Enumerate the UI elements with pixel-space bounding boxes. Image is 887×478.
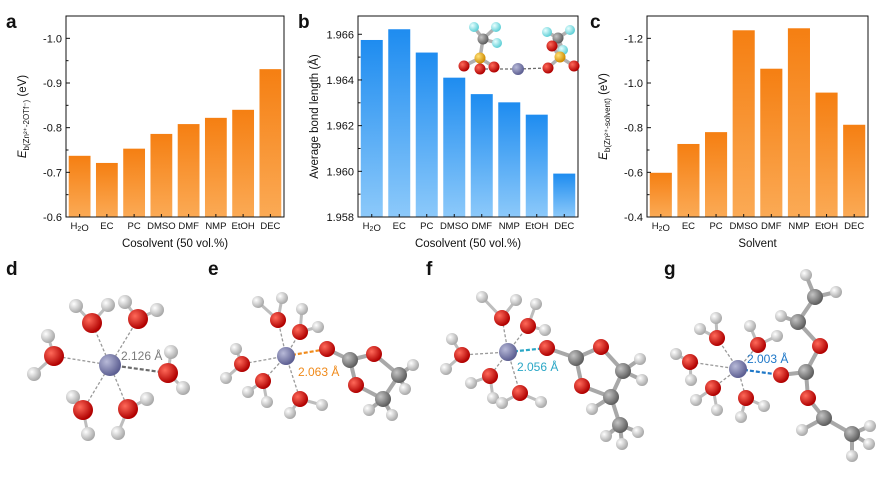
category-label-c-0: H2O	[652, 221, 670, 234]
category-label-a-5: NMP	[205, 221, 226, 232]
category-label-c-1: EC	[682, 221, 695, 232]
axes-frame-b	[357, 15, 579, 218]
ytick-label-b-0: 1.958	[326, 212, 354, 224]
ytick-label-a-0: -0.6	[43, 212, 62, 224]
panel-label-a: a	[6, 12, 17, 33]
ylabel-c: Eb(Zn²⁺-solvent) (eV)	[598, 73, 612, 160]
bar-c-0	[649, 172, 672, 217]
category-label-c-2: PC	[709, 221, 722, 232]
category-label-a-1: EC	[100, 221, 113, 232]
bar-c-6	[815, 92, 838, 217]
distance-label-e: 2.063 Å	[298, 364, 339, 379]
bar-a-2	[123, 148, 146, 217]
bar-b-5	[498, 102, 521, 217]
xlabel-b: Cosolvent (50 vol.%)	[415, 238, 521, 250]
ytick-label-c-0: -0.4	[624, 212, 643, 224]
category-label-c-7: DEC	[844, 221, 864, 232]
panel-label-g: g	[664, 259, 676, 280]
bar-c-4	[760, 68, 783, 218]
ytick-label-a-2: -0.8	[43, 123, 62, 135]
ytick-label-c-1: -0.6	[624, 167, 643, 179]
bar-a-4	[177, 124, 200, 217]
bar-c-3	[732, 30, 755, 217]
panel-label-b: b	[298, 12, 310, 33]
category-label-b-1: EC	[393, 221, 406, 232]
chart-a: -0.6 -0.7 -0.8 -0.9 -1.0 H2O EC PC DMSO DMF NMP EtO…	[17, 15, 285, 250]
bar-b-1	[388, 29, 411, 217]
ytick-label-a-4: -1.0	[43, 33, 62, 45]
category-label-b-0: H2O	[363, 221, 381, 234]
category-label-a-2: PC	[128, 221, 141, 232]
chart-c: -0.4 -0.6 -0.8 -1.0 -1.2 H2O EC PC DMSO DMF NMP EtO…	[598, 15, 869, 250]
bar-c-5	[787, 28, 810, 218]
bar-b-0	[360, 39, 383, 218]
category-label-b-3: DMSO	[440, 221, 469, 232]
structure-g: 2.003 Å	[670, 269, 876, 462]
bar-b-4	[470, 94, 493, 217]
bar-a-7	[259, 69, 282, 218]
ytick-label-c-3: -1.0	[624, 78, 643, 90]
category-label-b-7: DEC	[554, 221, 574, 232]
bar-a-5	[204, 117, 227, 217]
category-label-c-3: DMSO	[729, 221, 758, 232]
category-label-b-2: PC	[420, 221, 433, 232]
panel-label-c: c	[590, 12, 601, 33]
panel-label-f: f	[426, 259, 433, 280]
inset-zn-otf2-structure	[458, 22, 580, 75]
bar-b-3	[443, 77, 466, 217]
chart-b: 1.958 1.960 1.962 1.964 1.966 H2O EC PC DMSO DMF N…	[308, 15, 579, 250]
ytick-label-b-2: 1.962	[326, 121, 354, 133]
category-label-a-6: EtOH	[232, 221, 255, 232]
category-label-c-4: DMF	[761, 221, 782, 232]
ytick-label-c-2: -0.8	[624, 123, 643, 135]
xlabel-a: Cosolvent (50 vol.%)	[122, 238, 228, 250]
distance-label-d: 2.126 Å	[121, 348, 162, 363]
bar-c-1	[677, 143, 700, 217]
bar-a-0	[68, 155, 91, 217]
category-label-b-5: NMP	[499, 221, 520, 232]
xlabel-c: Solvent	[738, 238, 777, 250]
distance-label-f: 2.056 Å	[517, 359, 558, 374]
distance-label-g: 2.003 Å	[747, 351, 788, 366]
structure-d: 2.126 Å	[27, 295, 190, 441]
category-label-b-6: EtOH	[525, 221, 548, 232]
ytick-label-b-3: 1.964	[326, 75, 354, 87]
category-label-c-5: NMP	[788, 221, 809, 232]
bar-a-1	[95, 162, 118, 217]
ylabel-a: Eb(Zn²⁺-2OTf⁻) (eV)	[17, 75, 31, 158]
axes-frame-c	[646, 15, 869, 218]
category-label-a-3: DMSO	[147, 221, 176, 232]
category-label-a-0: H2O	[71, 221, 89, 234]
axes-frame-a	[65, 15, 285, 218]
ytick-label-c-4: -1.2	[624, 33, 643, 45]
bar-a-3	[150, 133, 173, 217]
structure-f: 2.056 Å	[440, 291, 648, 450]
ytick-label-b-1: 1.960	[326, 166, 354, 178]
bar-a-6	[232, 109, 255, 217]
bar-b-2	[415, 52, 438, 217]
ylabel-b: Average bond length (Å)	[308, 54, 321, 179]
structure-e: 2.063 Å	[220, 292, 419, 421]
bar-c-7	[843, 124, 866, 217]
ytick-label-b-4: 1.966	[326, 29, 354, 41]
bar-c-2	[705, 132, 728, 217]
ytick-label-a-1: -0.7	[43, 167, 62, 179]
bar-b-7	[553, 173, 576, 217]
panel-label-e: e	[208, 259, 219, 280]
panel-label-d: d	[6, 259, 18, 280]
ytick-label-a-3: -0.9	[43, 78, 62, 90]
bar-b-6	[525, 114, 548, 217]
category-label-c-6: EtOH	[815, 221, 838, 232]
category-label-a-7: DEC	[260, 221, 280, 232]
category-label-b-4: DMF	[471, 221, 492, 232]
category-label-a-4: DMF	[178, 221, 199, 232]
